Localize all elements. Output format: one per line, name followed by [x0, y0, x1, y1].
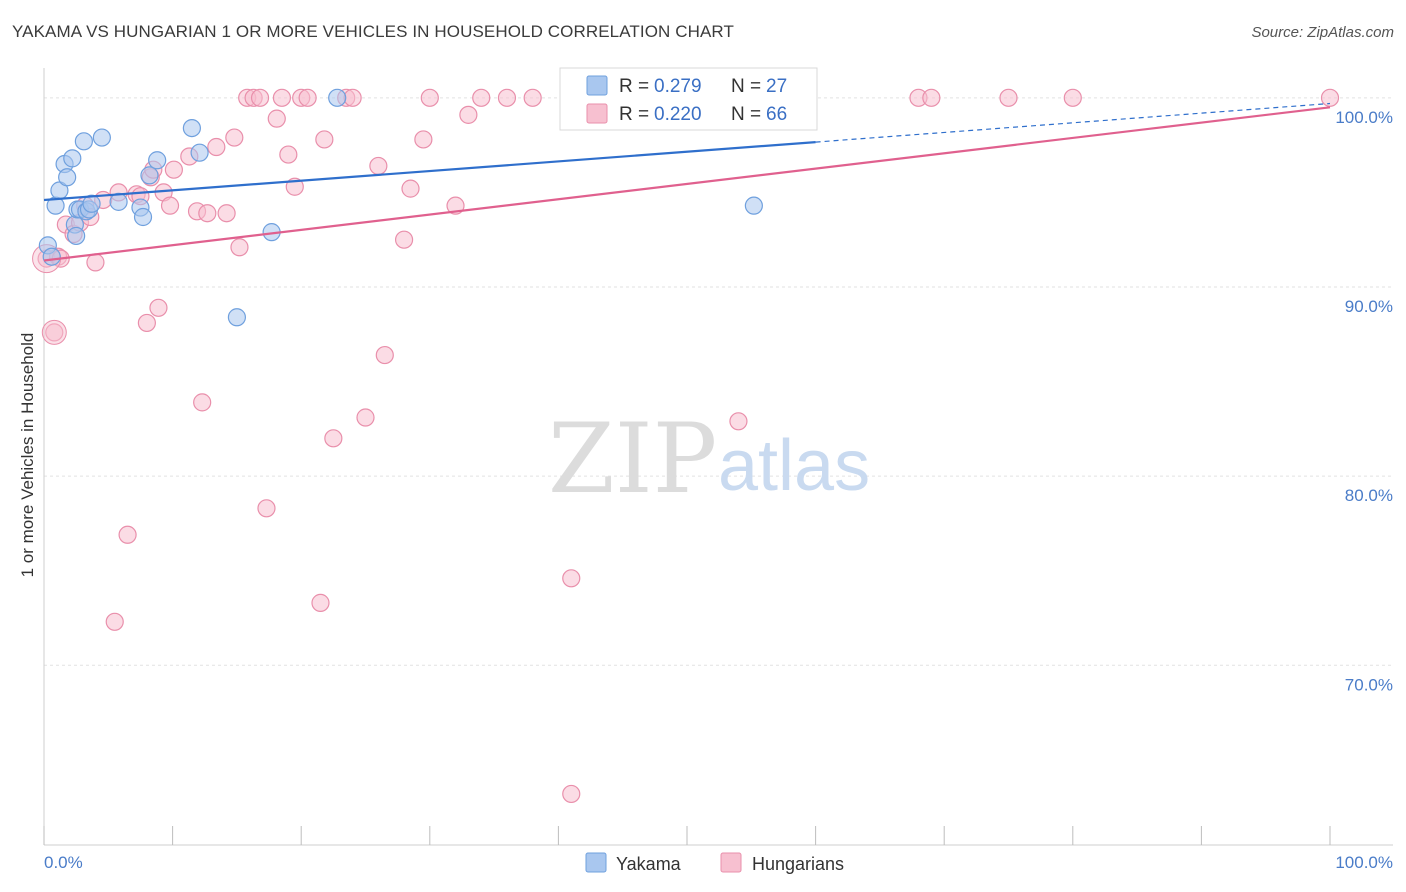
legend-n-label-yakama: N = [731, 76, 761, 97]
yakama-trend-line-extrapolated [815, 102, 1331, 143]
legend-r-label-hungarians: R = [619, 104, 649, 125]
hungarians-point [225, 128, 244, 147]
hungarians-trend-line [43, 106, 1331, 262]
yakama-point [744, 196, 763, 215]
yakama-point [63, 149, 82, 168]
hungarians-point [86, 253, 105, 272]
hungarians-point [999, 88, 1018, 107]
yakama-point [140, 166, 159, 185]
axes [43, 68, 1393, 846]
yakama-point [58, 168, 77, 187]
hungarians-point [149, 298, 168, 317]
hungarians-point [298, 88, 317, 107]
hungarians-point [230, 238, 249, 257]
legend-r-value-yakama: 0.279 [654, 76, 702, 97]
yakama-point [182, 118, 201, 138]
hungarians-point [217, 204, 236, 223]
legend-n-label-hungarians: N = [731, 104, 761, 125]
hungarians-point [472, 88, 491, 107]
yakama-point [92, 128, 111, 147]
hungarians-point [272, 88, 292, 107]
hungarians-point [105, 612, 124, 631]
yakama-trend-line [43, 140, 816, 202]
x-tick-label-min: 0.0% [44, 853, 83, 872]
hungarians-point [315, 130, 334, 149]
yakama-point [67, 226, 86, 246]
y-tick-labels: 100.0% 90.0% 80.0% 70.0% [1335, 108, 1393, 694]
yakama-point [82, 194, 101, 213]
hungarians-point [922, 88, 941, 107]
hungarians-point [257, 499, 276, 518]
hungarians-point [118, 525, 137, 544]
hungarians-point [414, 130, 433, 149]
yakama-point [328, 88, 347, 107]
hungarians-point [279, 145, 298, 164]
yakama-point [148, 151, 167, 170]
bottom-legend-label-hungarians: Hungarians [752, 854, 844, 874]
hungarians-point [459, 105, 478, 124]
yakama-points [38, 88, 763, 327]
correlation-legend: R = 0.279 N = 27 R = 0.220 N = 66 [559, 67, 818, 131]
yakama-point [190, 143, 209, 162]
source-label: Source: ZipAtlas.com [1251, 24, 1394, 41]
hungarians-point [193, 393, 212, 412]
hungarians-point [394, 230, 414, 249]
hungarians-point [1320, 88, 1340, 107]
hungarians-point [562, 569, 581, 588]
legend-swatch-yakama [586, 75, 608, 96]
hungarians-point [160, 196, 180, 215]
hungarians-point [164, 160, 183, 179]
series-legend: Yakama Hungarians [585, 852, 844, 874]
hungarians-point [562, 784, 581, 804]
hungarians-point [311, 593, 330, 612]
hungarians-point [729, 412, 748, 431]
y-tick-label: 100.0% [1335, 108, 1393, 127]
watermark-zip: ZIP [548, 403, 717, 515]
bottom-legend-label-yakama: Yakama [616, 854, 682, 874]
hungarians-point [523, 88, 542, 107]
legend-r-label-yakama: R = [619, 76, 649, 97]
y-tick-label: 80.0% [1345, 486, 1393, 505]
legend-n-value-hungarians: 66 [766, 104, 787, 125]
legend-n-value-yakama: 27 [766, 76, 787, 97]
bottom-legend-swatch-yakama [585, 852, 607, 873]
hungarians-point [137, 313, 156, 333]
hungarians-point [343, 88, 362, 107]
chart-title: YAKAMA VS HUNGARIAN 1 OR MORE VEHICLES I… [12, 22, 734, 41]
hungarians-point [198, 204, 217, 223]
y-tick-label: 70.0% [1345, 675, 1393, 694]
yakama-point [42, 247, 61, 266]
yakama-point [133, 207, 153, 227]
legend-r-value-hungarians: 0.220 [654, 104, 702, 125]
hungarians-point [375, 345, 394, 365]
x-tick-label-max: 100.0% [1335, 853, 1393, 872]
hungarians-point [1063, 88, 1082, 107]
hungarians-point [250, 88, 270, 107]
hungarians-point [497, 88, 517, 107]
hungarians-point [207, 137, 226, 157]
yakama-point [74, 132, 93, 151]
hungarians-point-large [41, 319, 67, 345]
trend-lines [43, 102, 1331, 262]
hungarians-point [369, 156, 388, 176]
gridlines [44, 97, 1393, 666]
yakama-point [227, 308, 246, 327]
watermark-atlas: atlas [718, 426, 870, 506]
y-tick-label: 90.0% [1345, 297, 1393, 316]
bottom-legend-swatch-hungarians [720, 852, 742, 873]
hungarians-point [267, 109, 286, 128]
hungarians-point [401, 179, 420, 198]
hungarians-point [324, 429, 343, 448]
hungarians-point [356, 408, 375, 427]
legend-swatch-hungarians [586, 103, 608, 124]
hungarians-point [420, 88, 439, 107]
